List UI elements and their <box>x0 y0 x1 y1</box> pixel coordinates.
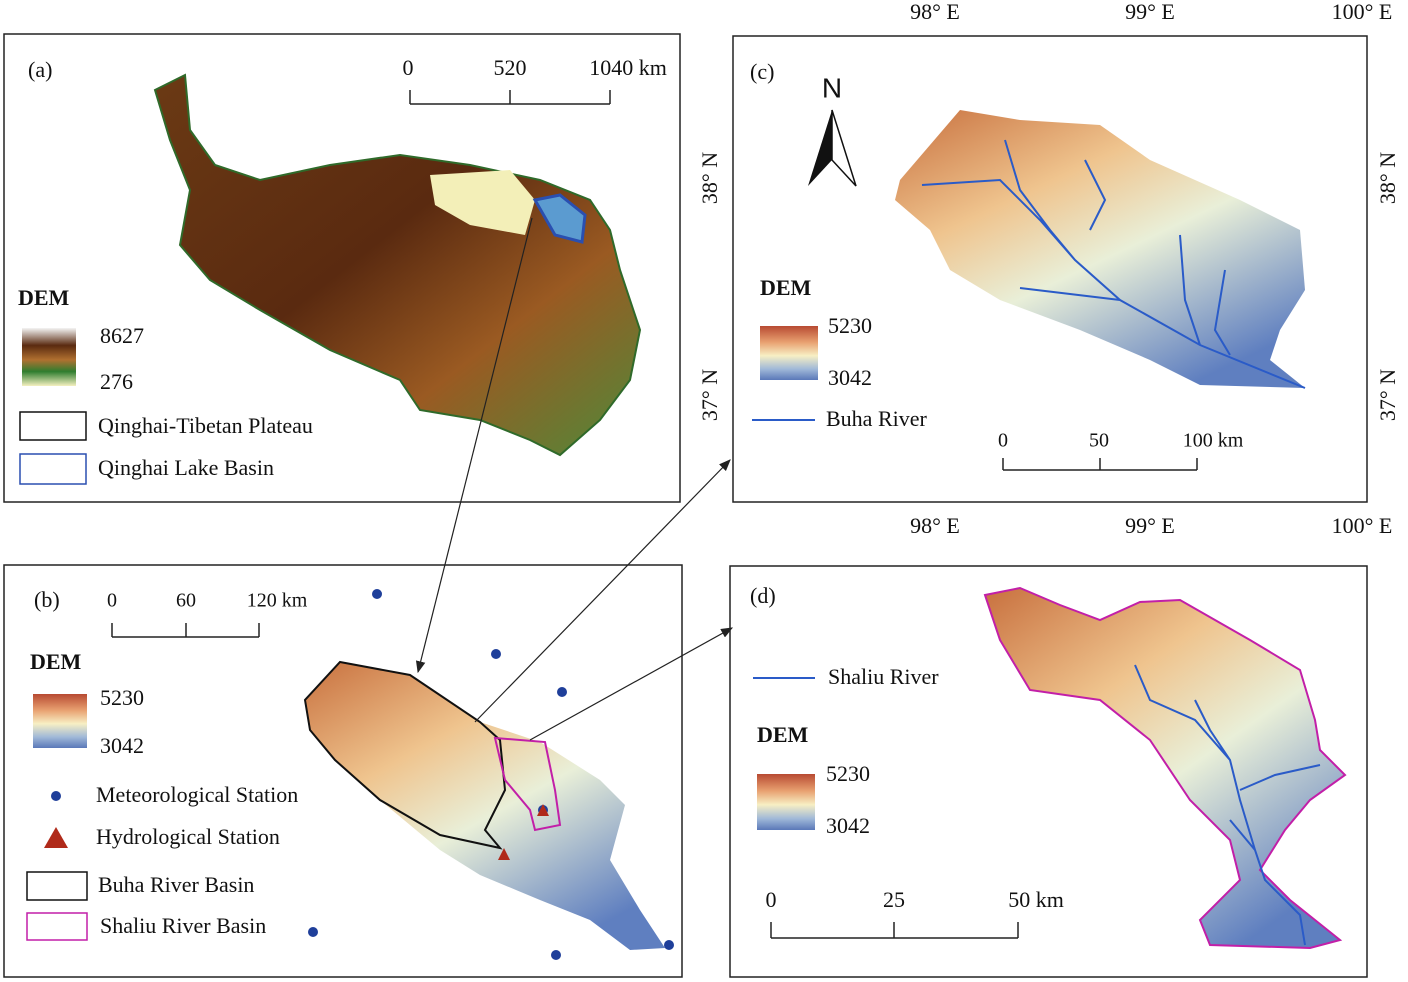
legend-low: 3042 <box>828 365 872 390</box>
scale-label: 0 <box>766 887 777 912</box>
scale-label: 50 km <box>1008 887 1064 912</box>
link-arrow <box>474 459 731 723</box>
hydro-station <box>498 848 510 860</box>
panel-label: (d) <box>750 583 776 608</box>
hydro-station <box>537 804 549 816</box>
color-ramp <box>22 328 76 386</box>
scale-label: 50 <box>1089 430 1109 452</box>
longitude-label: 98° E <box>910 0 960 24</box>
scale-label: 25 <box>883 887 905 912</box>
legend-item: Shaliu River <box>828 664 939 689</box>
color-ramp <box>757 774 815 830</box>
legend-low: 276 <box>100 369 133 394</box>
scale-label: 1040 km <box>589 55 667 80</box>
legend-swatch <box>19 411 87 441</box>
panel-a-frame <box>3 33 681 503</box>
scale-label: 120 km <box>247 590 308 612</box>
legend-high: 5230 <box>826 761 870 786</box>
color-ramp <box>33 694 87 748</box>
met-station <box>664 940 674 950</box>
plateau-map <box>153 73 642 457</box>
panel-label: (a) <box>28 57 52 82</box>
legend-item: Shaliu River Basin <box>100 913 266 938</box>
legend-high: 5230 <box>100 685 144 710</box>
link-arrow <box>415 217 533 674</box>
met-station <box>308 927 318 937</box>
longitude-label: 100° E <box>1332 513 1393 538</box>
panel-b-frame <box>3 564 683 978</box>
legend-item: Meteorological Station <box>96 782 298 807</box>
met-station <box>372 589 382 599</box>
legend-swatch <box>19 453 87 485</box>
panel-d-frame <box>729 565 1368 978</box>
scale-label: 0 <box>107 590 117 612</box>
legend-title: DEM <box>757 722 809 747</box>
legend-symbol <box>51 791 61 801</box>
qinghai-lake-basin <box>532 193 587 244</box>
scale-label: 60 <box>176 590 196 612</box>
legend-title: DEM <box>30 649 82 674</box>
legend-item: Buha River Basin <box>98 872 254 897</box>
scale-label: 0 <box>998 430 1008 452</box>
legend-low: 3042 <box>100 733 144 758</box>
panel-label: (b) <box>34 587 60 612</box>
north-arrow <box>808 110 832 186</box>
legend-item: Qinghai-Tibetan Plateau <box>98 413 313 438</box>
longitude-label: 99° E <box>1125 0 1175 24</box>
buha-river <box>921 139 1306 389</box>
met-station <box>491 649 501 659</box>
shaliu-boundary <box>493 736 562 832</box>
legend-low: 3042 <box>826 813 870 838</box>
longitude-label: 98° E <box>910 513 960 538</box>
north-label: N <box>822 72 842 103</box>
legend-title: DEM <box>18 285 70 310</box>
buha-boundary <box>303 660 507 850</box>
legend-symbol <box>44 827 68 848</box>
legend-swatch <box>26 871 88 901</box>
scale-label: 0 <box>403 55 414 80</box>
met-station <box>557 687 567 697</box>
legend-item: Hydrological Station <box>96 824 280 849</box>
panel-label: (c) <box>750 59 774 84</box>
legend-high: 8627 <box>100 323 144 348</box>
desert-area <box>430 170 535 235</box>
buha-basin-map <box>895 110 1305 388</box>
latitude-label: 38° N <box>697 152 722 204</box>
basin-map <box>305 662 665 950</box>
link-arrow <box>529 627 734 741</box>
scale-label: 520 <box>494 55 527 80</box>
north-arrow <box>831 109 857 187</box>
legend-high: 5230 <box>828 313 872 338</box>
legend-item: Qinghai Lake Basin <box>98 455 274 480</box>
panel-c-frame <box>732 35 1368 503</box>
longitude-label: 100° E <box>1332 0 1393 24</box>
met-station <box>551 950 561 960</box>
legend-swatch <box>26 912 88 941</box>
color-ramp <box>760 326 818 380</box>
latitude-label: 37° N <box>1375 369 1400 421</box>
legend-item: Buha River <box>826 406 927 431</box>
latitude-label: 38° N <box>1375 152 1400 204</box>
latitude-label: 37° N <box>697 369 722 421</box>
shaliu-basin-map <box>983 586 1347 950</box>
shaliu-river <box>1134 664 1321 946</box>
scale-label: 100 km <box>1183 430 1244 452</box>
longitude-label: 99° E <box>1125 513 1175 538</box>
legend-title: DEM <box>760 275 812 300</box>
